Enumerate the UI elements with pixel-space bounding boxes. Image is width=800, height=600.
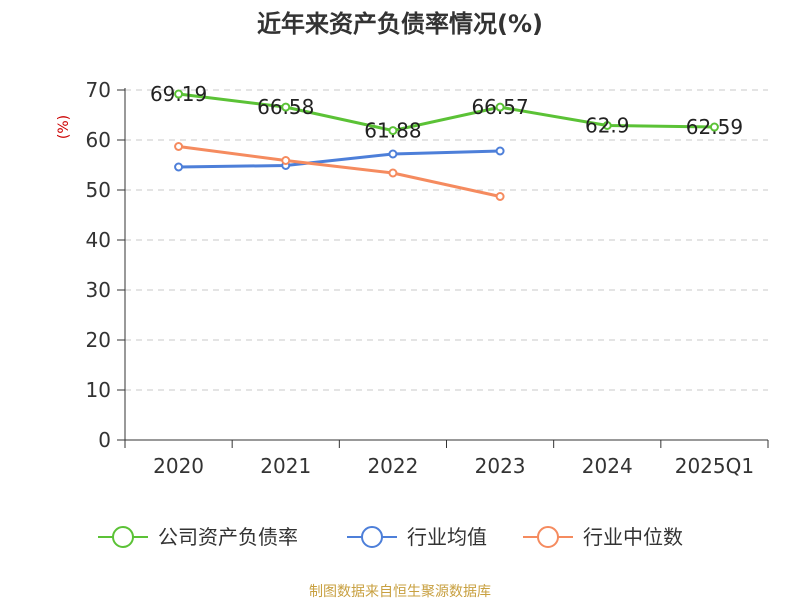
series-line-2 <box>178 145 501 198</box>
legend-marker-icon <box>361 526 383 548</box>
chart-title: 近年来资产负债率情况(%) <box>257 10 543 38</box>
data-point-marker <box>281 156 291 165</box>
data-value-label: 61.88 <box>364 119 421 143</box>
data-point-marker <box>281 102 291 112</box>
data-point-marker <box>388 149 398 159</box>
data-point-marker <box>709 122 719 132</box>
y-tick-label: 70 <box>86 78 111 102</box>
y-axis-label: (%) <box>56 115 72 139</box>
y-tick-label: 30 <box>86 278 111 302</box>
legend-marker-icon <box>537 526 559 548</box>
x-tick-label: 2025Q1 <box>675 454 754 478</box>
axes: 0 10 20 30 40 50 60 70 2020 2021 2022 2023 2024 2025Q… <box>86 78 769 478</box>
source-note: 制图数据来自恒生聚源数据库 <box>309 584 491 600</box>
y-tick-label: 60 <box>86 128 111 152</box>
x-tick-label: 2021 <box>260 454 311 478</box>
data-point-marker <box>602 121 612 130</box>
x-tick-label: 2024 <box>582 454 633 478</box>
series-line-1 <box>178 149 501 169</box>
x-tick-label: 2020 <box>153 454 204 478</box>
data-value-label: 66.57 <box>471 95 528 119</box>
legend-item-0[interactable]: 公司资产负债率 <box>98 525 298 549</box>
y-tick-label: 40 <box>86 228 111 252</box>
series-line-0 <box>178 92 715 133</box>
legend-label: 行业均值 <box>407 525 487 549</box>
x-tick-label: 2022 <box>367 454 418 478</box>
data-value-label: 62.9 <box>585 114 630 138</box>
data-point-marker <box>174 89 184 99</box>
data-point-marker <box>495 146 505 156</box>
legend-item-2[interactable]: 行业中位数 <box>523 525 683 549</box>
series-lines <box>174 89 719 201</box>
data-value-label: 62.59 <box>686 115 743 139</box>
x-tick-label: 2023 <box>475 454 526 478</box>
data-point-marker <box>388 168 398 178</box>
legend-label: 行业中位数 <box>583 525 683 549</box>
y-tick-label: 0 <box>98 428 111 452</box>
y-tick-label: 10 <box>86 378 111 402</box>
data-point-marker <box>174 162 184 172</box>
gridlines <box>125 89 768 391</box>
data-point-marker <box>174 142 184 151</box>
data-labels: 69.19 66.58 61.88 66.57 62.9 62.59 <box>150 82 743 143</box>
data-point-marker <box>495 102 505 112</box>
y-tick-label: 50 <box>86 178 111 202</box>
data-value-label: 69.19 <box>150 82 207 106</box>
legend-item-1[interactable]: 行业均值 <box>347 525 487 549</box>
data-point-marker <box>495 192 505 201</box>
y-tick-label: 20 <box>86 328 111 352</box>
data-value-label: 66.58 <box>257 95 314 119</box>
data-point-marker <box>388 126 398 136</box>
legend-label: 公司资产负债率 <box>158 525 298 549</box>
legend: 公司资产负债率 行业均值 行业中位数 <box>98 525 683 549</box>
legend-marker-icon <box>112 526 134 548</box>
